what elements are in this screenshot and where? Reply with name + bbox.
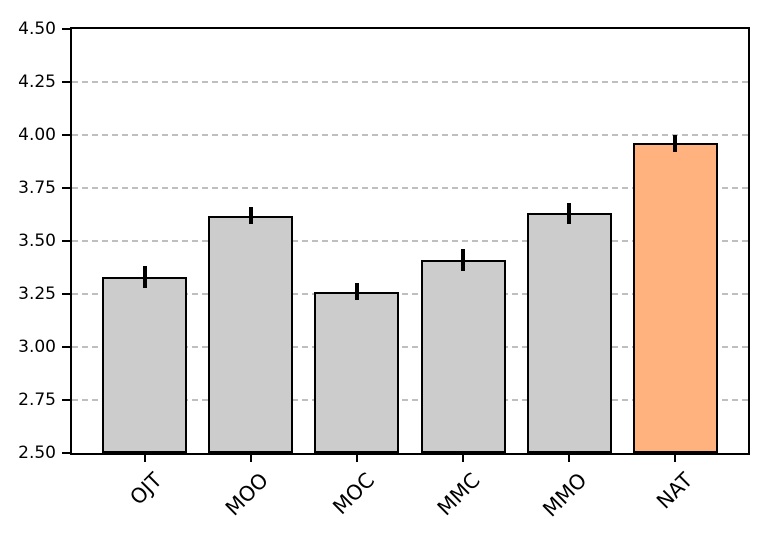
x-tick-ojt bbox=[143, 455, 146, 462]
y-tick-label-3.75: 3.75 bbox=[18, 178, 56, 198]
y-tick-label-3.50: 3.50 bbox=[18, 231, 56, 251]
gridline-3.00 bbox=[72, 346, 748, 348]
gridline-3.25 bbox=[72, 293, 748, 295]
y-tick-3.50 bbox=[62, 240, 70, 242]
x-tick-nat bbox=[674, 455, 677, 462]
y-tick-label-3.00: 3.00 bbox=[18, 337, 56, 357]
bar-ojt bbox=[102, 277, 188, 453]
error-bar-mmo bbox=[567, 202, 572, 225]
y-tick-3.75 bbox=[62, 187, 70, 189]
error-bar-ojt bbox=[142, 266, 147, 288]
y-tick-3.00 bbox=[62, 346, 70, 348]
plot-area bbox=[70, 27, 750, 455]
gridline-3.75 bbox=[72, 187, 748, 189]
x-tick-mmo bbox=[568, 455, 571, 462]
x-tick-label-text-nat: NAT bbox=[651, 468, 698, 514]
bar-moc bbox=[314, 291, 400, 453]
y-tick-2.50 bbox=[62, 452, 70, 454]
x-tick-moc bbox=[355, 455, 358, 462]
bar-moo bbox=[208, 215, 294, 453]
x-tick-label-text-mmc: MMC bbox=[432, 468, 486, 521]
y-tick-label-4.00: 4.00 bbox=[18, 125, 56, 145]
y-tick-label-2.75: 2.75 bbox=[18, 390, 56, 410]
error-bar-nat bbox=[673, 135, 678, 152]
x-tick-mmc bbox=[462, 455, 465, 462]
y-tick-4.00 bbox=[62, 134, 70, 136]
y-tick-label-4.50: 4.50 bbox=[18, 19, 56, 39]
bar-nat bbox=[632, 143, 718, 453]
x-tick-moo bbox=[249, 455, 252, 462]
bar-mmo bbox=[526, 213, 612, 453]
gridline-3.50 bbox=[72, 240, 748, 242]
gridline-4.00 bbox=[72, 134, 748, 136]
gridline-4.25 bbox=[72, 81, 748, 83]
x-tick-label-text-mmo: MMO bbox=[537, 468, 592, 522]
y-tick-label-2.50: 2.50 bbox=[18, 443, 56, 463]
gridline-2.75 bbox=[72, 399, 748, 401]
error-bar-mmc bbox=[461, 249, 466, 271]
bar-mmc bbox=[420, 260, 506, 453]
x-tick-label-text-moc: MOC bbox=[327, 468, 379, 520]
error-bar-moc bbox=[354, 283, 359, 301]
y-tick-2.75 bbox=[62, 399, 70, 401]
y-tick-4.25 bbox=[62, 81, 70, 83]
y-tick-3.25 bbox=[62, 293, 70, 295]
error-bar-moo bbox=[248, 207, 253, 225]
y-tick-4.50 bbox=[62, 28, 70, 30]
y-tick-label-4.25: 4.25 bbox=[18, 72, 56, 92]
x-tick-label-text-moo: MOO bbox=[220, 468, 273, 521]
y-tick-label-3.25: 3.25 bbox=[18, 284, 56, 304]
x-tick-label-text-ojt: OJT bbox=[125, 468, 167, 510]
